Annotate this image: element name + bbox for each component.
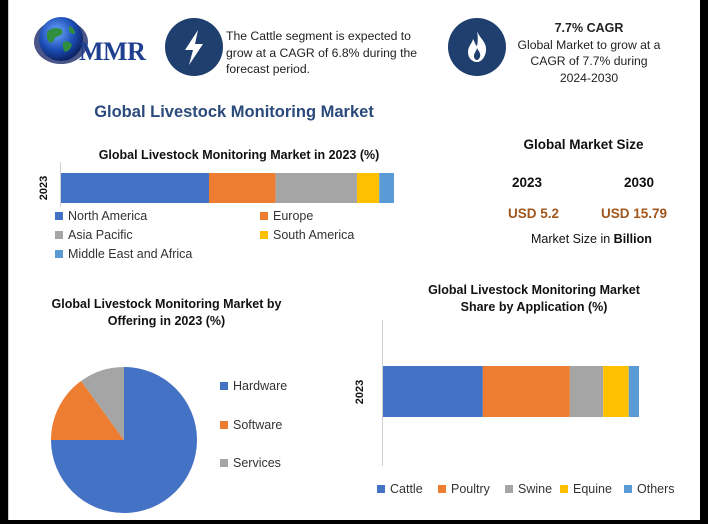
market-size-note-prefix: Market Size in — [531, 232, 614, 246]
region-legend-label: South America — [273, 228, 355, 242]
offering-slice-services — [81, 367, 124, 440]
application-legend-item-poultry: Poultry — [438, 482, 490, 496]
market-size-value-2023: USD 5.2 — [508, 206, 560, 221]
info-right-line1: Global Market to grow at a — [517, 37, 661, 52]
globe-icon — [34, 17, 88, 64]
application-legend-label: Equine — [573, 482, 612, 496]
region-stacked-bar — [61, 173, 394, 203]
info-left-text: The Cattle segment is expected to grow a… — [226, 29, 418, 76]
region-legend-label: Middle East and Africa — [68, 247, 193, 261]
offering-legend-swatch — [220, 382, 228, 390]
region-legend-item-south-america: South America — [260, 228, 354, 242]
offering-legend-swatch — [220, 459, 228, 467]
infographic-canvas: MMR The Cattle segment is expected to gr… — [8, 0, 700, 520]
region-legend-item-europe: Europe — [260, 209, 313, 223]
region-legend-swatch — [260, 212, 268, 220]
application-axis-line — [382, 320, 383, 466]
region-segment-north-america — [61, 173, 209, 203]
offering-legend-label: Hardware — [233, 379, 288, 393]
market-size-value-2030: USD 15.79 — [601, 206, 668, 221]
info-left-circle — [165, 18, 223, 76]
application-segment-poultry — [482, 366, 570, 417]
main-title: Global Livestock Monitoring Market — [94, 103, 374, 121]
region-legend-label: Asia Pacific — [68, 228, 133, 242]
region-legend-item-middle-east-and-africa: Middle East and Africa — [55, 247, 192, 261]
lightning-icon — [185, 30, 203, 65]
application-legend-item-cattle: Cattle — [377, 482, 423, 496]
offering-legend-swatch — [220, 421, 228, 429]
offering-slice-software — [51, 380, 124, 440]
region-legend-label: North America — [68, 209, 148, 223]
info-right-title: 7.7% CAGR — [554, 21, 624, 35]
offering-title-line1: Global Livestock Monitoring Market by — [51, 297, 282, 311]
market-size-year-2030: 2030 — [624, 175, 655, 190]
offering-title-line2: Offering in 2023 (%) — [107, 313, 226, 328]
logo: MMR — [27, 10, 167, 72]
offering-legend-label: Software — [233, 418, 283, 432]
region-segment-middle-east-and-africa — [379, 173, 394, 203]
info-right-line3: 2024-2030 — [559, 70, 619, 85]
offering-legend-item-services: Services — [220, 456, 281, 470]
application-legend-item-equine: Equine — [560, 482, 612, 496]
region-axis-line — [60, 162, 61, 207]
application-stacked-bar — [383, 366, 639, 417]
application-legend-label: Others — [637, 482, 675, 496]
application-segment-others — [628, 366, 639, 417]
logo-text: MMR — [79, 37, 146, 66]
flame-icon — [468, 31, 487, 62]
application-legend-swatch — [377, 485, 385, 493]
info-right-circle — [448, 18, 506, 76]
region-segment-europe — [209, 173, 276, 203]
offering-legend-label: Services — [233, 456, 281, 470]
offering-pie — [51, 367, 197, 513]
region-chart-category-label: 2023 — [38, 175, 50, 201]
region-segment-south-america — [357, 173, 380, 203]
region-legend-item-north-america: North America — [55, 209, 147, 223]
region-segment-asia-pacific — [275, 173, 357, 203]
region-legend-item-asia-pacific: Asia Pacific — [55, 228, 133, 242]
market-size-note-unit: Billion — [613, 232, 652, 246]
application-legend-item-swine: Swine — [505, 482, 552, 496]
region-chart-title: Global Livestock Monitoring Market in 20… — [98, 148, 380, 162]
region-legend-label: Europe — [273, 209, 314, 223]
region-legend-swatch — [55, 212, 63, 220]
info-right-block: 7.7% CAGR Global Market to grow at a CAG… — [509, 20, 669, 86]
market-size-year-2023: 2023 — [512, 175, 543, 190]
region-legend-swatch — [55, 231, 63, 239]
application-legend-label: Swine — [518, 482, 553, 496]
offering-chart-title: Global Livestock Monitoring Market by Of… — [39, 296, 294, 329]
application-segment-equine — [603, 366, 629, 417]
info-right-line2: CAGR of 7.7% during — [530, 54, 648, 68]
application-legend-swatch — [438, 485, 446, 493]
market-size-note: Market Size in Billion — [531, 232, 652, 246]
application-segment-cattle — [383, 366, 483, 417]
application-chart-category-label: 2023 — [354, 379, 366, 405]
region-legend-swatch — [260, 231, 268, 239]
application-chart-title: Global Livestock Monitoring Market Share… — [414, 282, 654, 315]
application-title-line1: Global Livestock Monitoring Market — [428, 283, 640, 297]
application-legend-label: Cattle — [390, 482, 423, 496]
application-legend-item-others: Others — [624, 482, 675, 496]
market-size-title: Global Market Size — [523, 137, 644, 152]
application-legend-swatch — [624, 485, 632, 493]
application-legend-swatch — [505, 485, 513, 493]
application-segment-swine — [569, 366, 604, 417]
application-legend-swatch — [560, 485, 568, 493]
application-legend-label: Poultry — [451, 482, 490, 496]
offering-legend-item-software: Software — [220, 418, 282, 432]
application-title-line2: Share by Application (%) — [460, 299, 608, 314]
region-legend-swatch — [55, 250, 63, 258]
offering-legend-item-hardware: Hardware — [220, 379, 287, 393]
